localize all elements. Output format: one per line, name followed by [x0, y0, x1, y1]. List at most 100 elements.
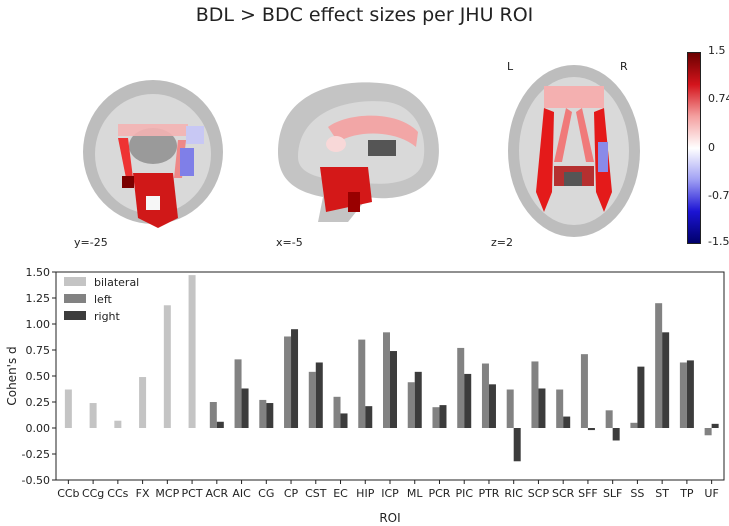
bar-right: [340, 413, 348, 428]
bar-bilateral: [89, 403, 97, 428]
y-axis-label: Cohen's d: [5, 346, 19, 405]
legend-swatch-right: [64, 311, 86, 320]
x-tick-label: CST: [305, 487, 327, 500]
bar-right: [686, 360, 694, 428]
x-tick-label: ST: [655, 487, 669, 500]
bar-right: [414, 371, 422, 428]
colorbar-tick: 0: [708, 141, 715, 154]
y-tick-label: -0.25: [22, 448, 50, 461]
legend-label-right: right: [94, 310, 121, 323]
bar-right: [637, 366, 645, 428]
x-tick-label: CG: [258, 487, 274, 500]
bar-right: [241, 388, 249, 428]
x-tick-label: ML: [407, 487, 423, 500]
colorbar-tick: 1.5: [708, 44, 726, 57]
bar-right: [488, 384, 496, 428]
effect-size-bar-chart: 1.50 1.25 1.00 0.75 0.50 0.25 0.00 -0.25 -0.50 CC…: [5, 266, 725, 525]
bar-left: [580, 354, 588, 428]
x-tick-label: TP: [679, 487, 694, 500]
y-tick-label: 1.50: [26, 266, 51, 279]
colorbar-tick: 0.74: [708, 92, 729, 105]
x-tick-label: ICP: [381, 487, 399, 500]
x-tick-label: CCg: [82, 487, 104, 500]
sagittal-coordinate-label: x=-5: [276, 236, 303, 249]
bar-right: [365, 406, 373, 428]
bar-bilateral: [114, 420, 122, 428]
x-tick-label: RIC: [504, 487, 523, 500]
bar-left: [407, 382, 415, 428]
bar-right: [538, 388, 546, 428]
sagittal-brain-slice: [278, 82, 439, 222]
colorbar-tick: -1.5: [708, 235, 729, 248]
x-tick-label: FX: [136, 487, 150, 500]
coronal-brain-slice: [83, 80, 223, 228]
x-tick-label: SLF: [603, 487, 622, 500]
bar-bilateral: [188, 275, 196, 428]
x-tick-label: EC: [333, 487, 348, 500]
bar-right: [662, 332, 670, 428]
bar-right: [291, 329, 299, 428]
axial-coordinate-label: z=2: [491, 236, 513, 249]
bar-left: [605, 410, 613, 428]
bar-left: [556, 389, 564, 428]
bar-right: [464, 373, 472, 428]
bar-left: [209, 402, 217, 428]
y-tick-label: 1.25: [26, 292, 51, 305]
x-tick-label: PCR: [428, 487, 450, 500]
x-tick-label: CP: [284, 487, 299, 500]
x-tick-label: CCb: [57, 487, 79, 500]
bar-left: [259, 399, 267, 428]
bar-right: [216, 421, 224, 428]
bar-bilateral: [64, 389, 72, 428]
bar-left: [531, 361, 539, 428]
coronal-coordinate-label: y=-25: [74, 236, 108, 249]
bar-left: [704, 428, 712, 436]
axial-brain-slice: [508, 65, 640, 237]
x-tick-label: SCR: [552, 487, 575, 500]
colorbar-tick: -0.74: [708, 189, 729, 202]
x-axis-label: ROI: [379, 511, 400, 525]
bar-right: [315, 362, 323, 428]
legend-swatch-left: [64, 294, 86, 303]
x-tick-label: PIC: [455, 487, 473, 500]
bar-right: [711, 423, 719, 428]
bar-left: [457, 347, 465, 428]
bar-right: [563, 416, 571, 428]
legend-label-left: left: [94, 293, 113, 306]
x-tick-label: ACR: [205, 487, 228, 500]
x-tick-label: SCP: [528, 487, 550, 500]
y-tick-label: 0.00: [26, 422, 51, 435]
bar-right: [390, 351, 397, 428]
bar-left: [655, 303, 663, 428]
y-tick-label: -0.50: [22, 474, 50, 487]
bar-left: [432, 407, 440, 428]
y-tick-label: 1.00: [26, 318, 51, 331]
x-tick-label: UF: [704, 487, 718, 500]
bar-bilateral: [139, 377, 147, 428]
legend-swatch-bilateral: [64, 277, 86, 286]
bar-right: [513, 428, 521, 462]
bar-right: [587, 428, 595, 431]
bar-left: [284, 336, 292, 428]
bar-left: [506, 389, 514, 428]
y-tick-label: 0.50: [26, 370, 51, 383]
bar-left: [630, 422, 638, 428]
x-tick-label: SS: [630, 487, 644, 500]
bar-left: [358, 339, 366, 428]
bar-bilateral: [163, 305, 171, 428]
bar-left: [481, 363, 489, 428]
x-tick-label: PTR: [478, 487, 499, 500]
bar-left: [333, 396, 341, 428]
bar-right: [266, 403, 274, 428]
bar-right: [612, 428, 620, 441]
plot-frame: [55, 271, 725, 481]
x-tick-label: HIP: [356, 487, 375, 500]
figure-title: BDL > BDC effect sizes per JHU ROI: [195, 4, 534, 26]
axial-right-label: R: [620, 60, 628, 73]
x-tick-label: MCP: [155, 487, 179, 500]
legend-label-bilateral: bilateral: [94, 276, 139, 289]
x-tick-label: PCT: [182, 487, 203, 500]
bar-left: [308, 371, 316, 428]
y-tick-label: 0.75: [26, 344, 51, 357]
x-tick-label: SFF: [578, 487, 598, 500]
